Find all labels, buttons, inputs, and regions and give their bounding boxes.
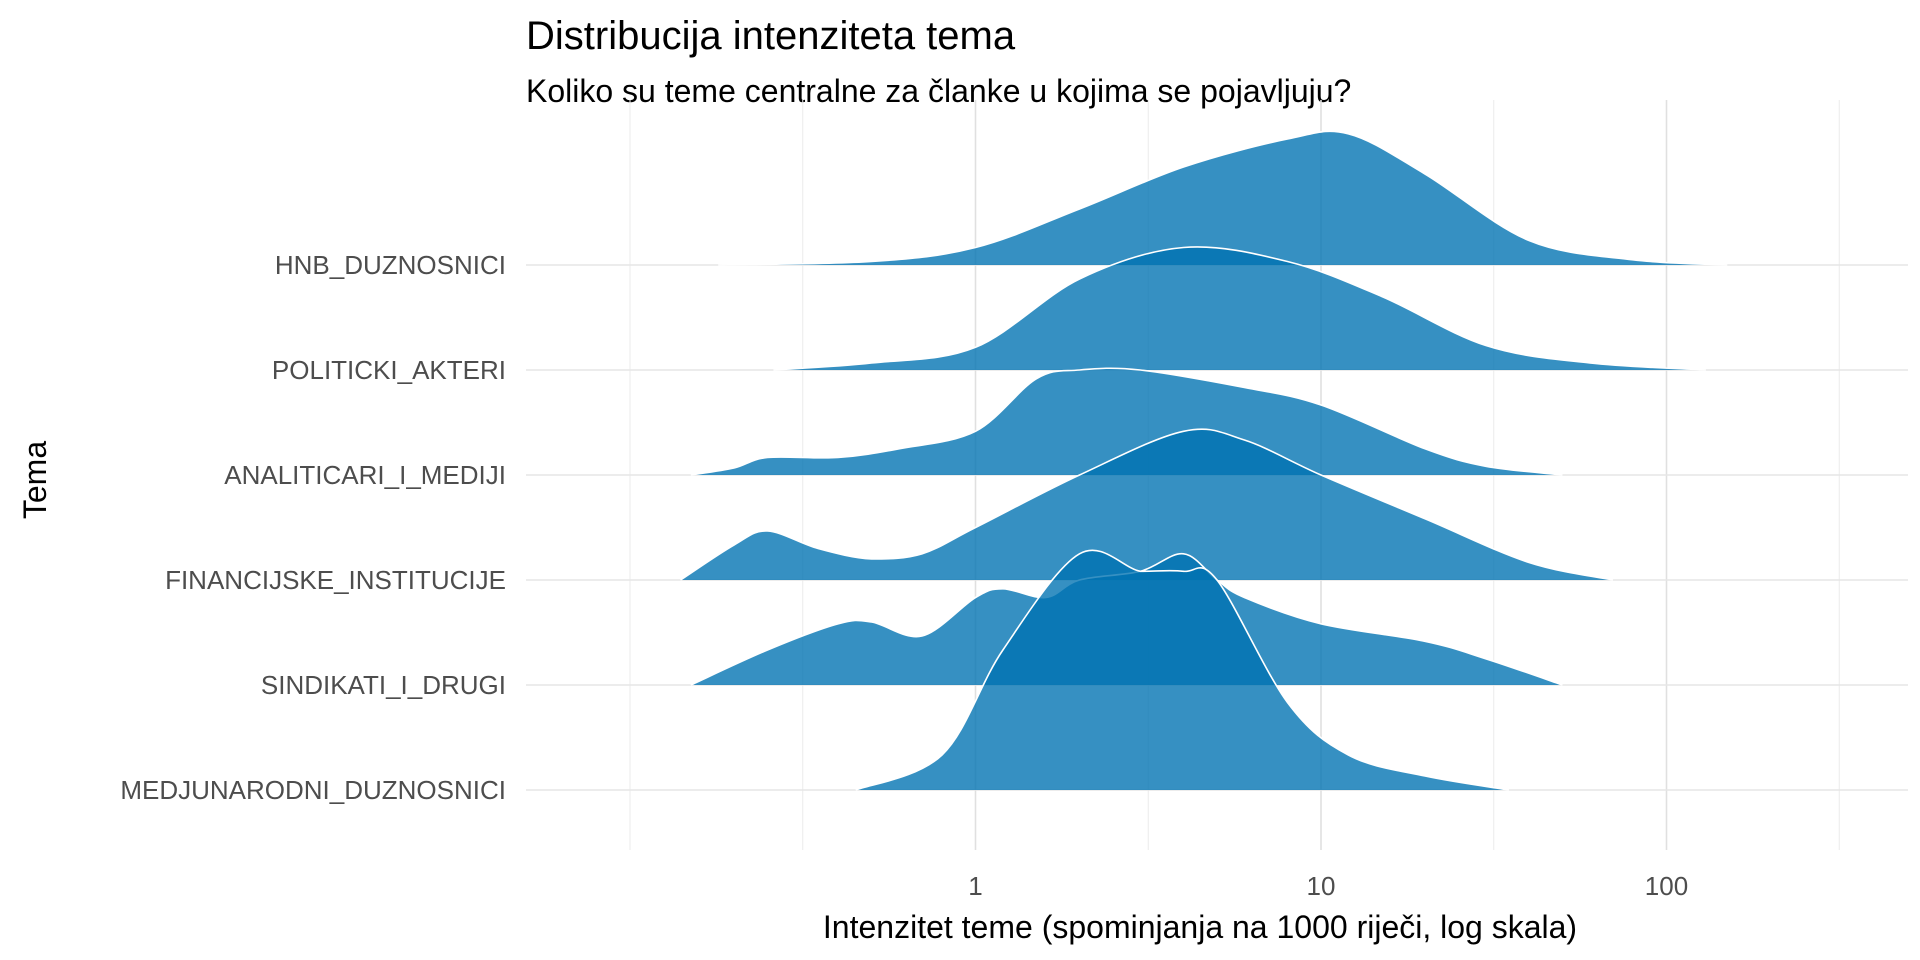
ridge-area <box>680 429 1613 580</box>
ridges-layer <box>680 130 1728 791</box>
chart-title: Distribucija intenziteta tema <box>526 14 1016 58</box>
ridge-area <box>718 131 1728 265</box>
chart-subtitle: Koliko su teme centralne za članke u koj… <box>526 73 1352 109</box>
ridge-outline <box>855 549 1510 791</box>
ridge-area <box>773 246 1706 370</box>
x-tick-labels: 1 10 100 <box>968 871 1688 901</box>
ridge-area <box>855 550 1509 790</box>
ridge-outline <box>773 246 1706 371</box>
y-axis-title: Tema <box>17 441 53 519</box>
x-tick-label: 1 <box>968 871 982 901</box>
x-tick-label: 100 <box>1645 871 1688 901</box>
y-tick-label: SINDIKATI_I_DRUGI <box>261 670 506 700</box>
ridge-outline <box>680 428 1614 581</box>
y-tick-label: HNB_DUZNOSNICI <box>275 250 506 280</box>
ridge-outline <box>690 367 1563 476</box>
x-axis-title: Intenzitet teme (spominjanja na 1000 rij… <box>823 909 1577 945</box>
y-tick-labels: HNB_DUZNOSNICI POLITICKI_AKTERI ANALITICAR… <box>120 250 506 805</box>
y-tick-label: MEDJUNARODNI_DUZNOSNICI <box>120 775 506 805</box>
y-tick-label: ANALITICARI_I_MEDIJI <box>224 460 506 490</box>
y-tick-label: FINANCIJSKE_INSTITUCIJE <box>165 565 506 595</box>
ridge-area <box>690 368 1563 475</box>
x-tick-label: 10 <box>1307 871 1336 901</box>
ridge-outline <box>718 130 1728 266</box>
y-tick-label: POLITICKI_AKTERI <box>272 355 506 385</box>
